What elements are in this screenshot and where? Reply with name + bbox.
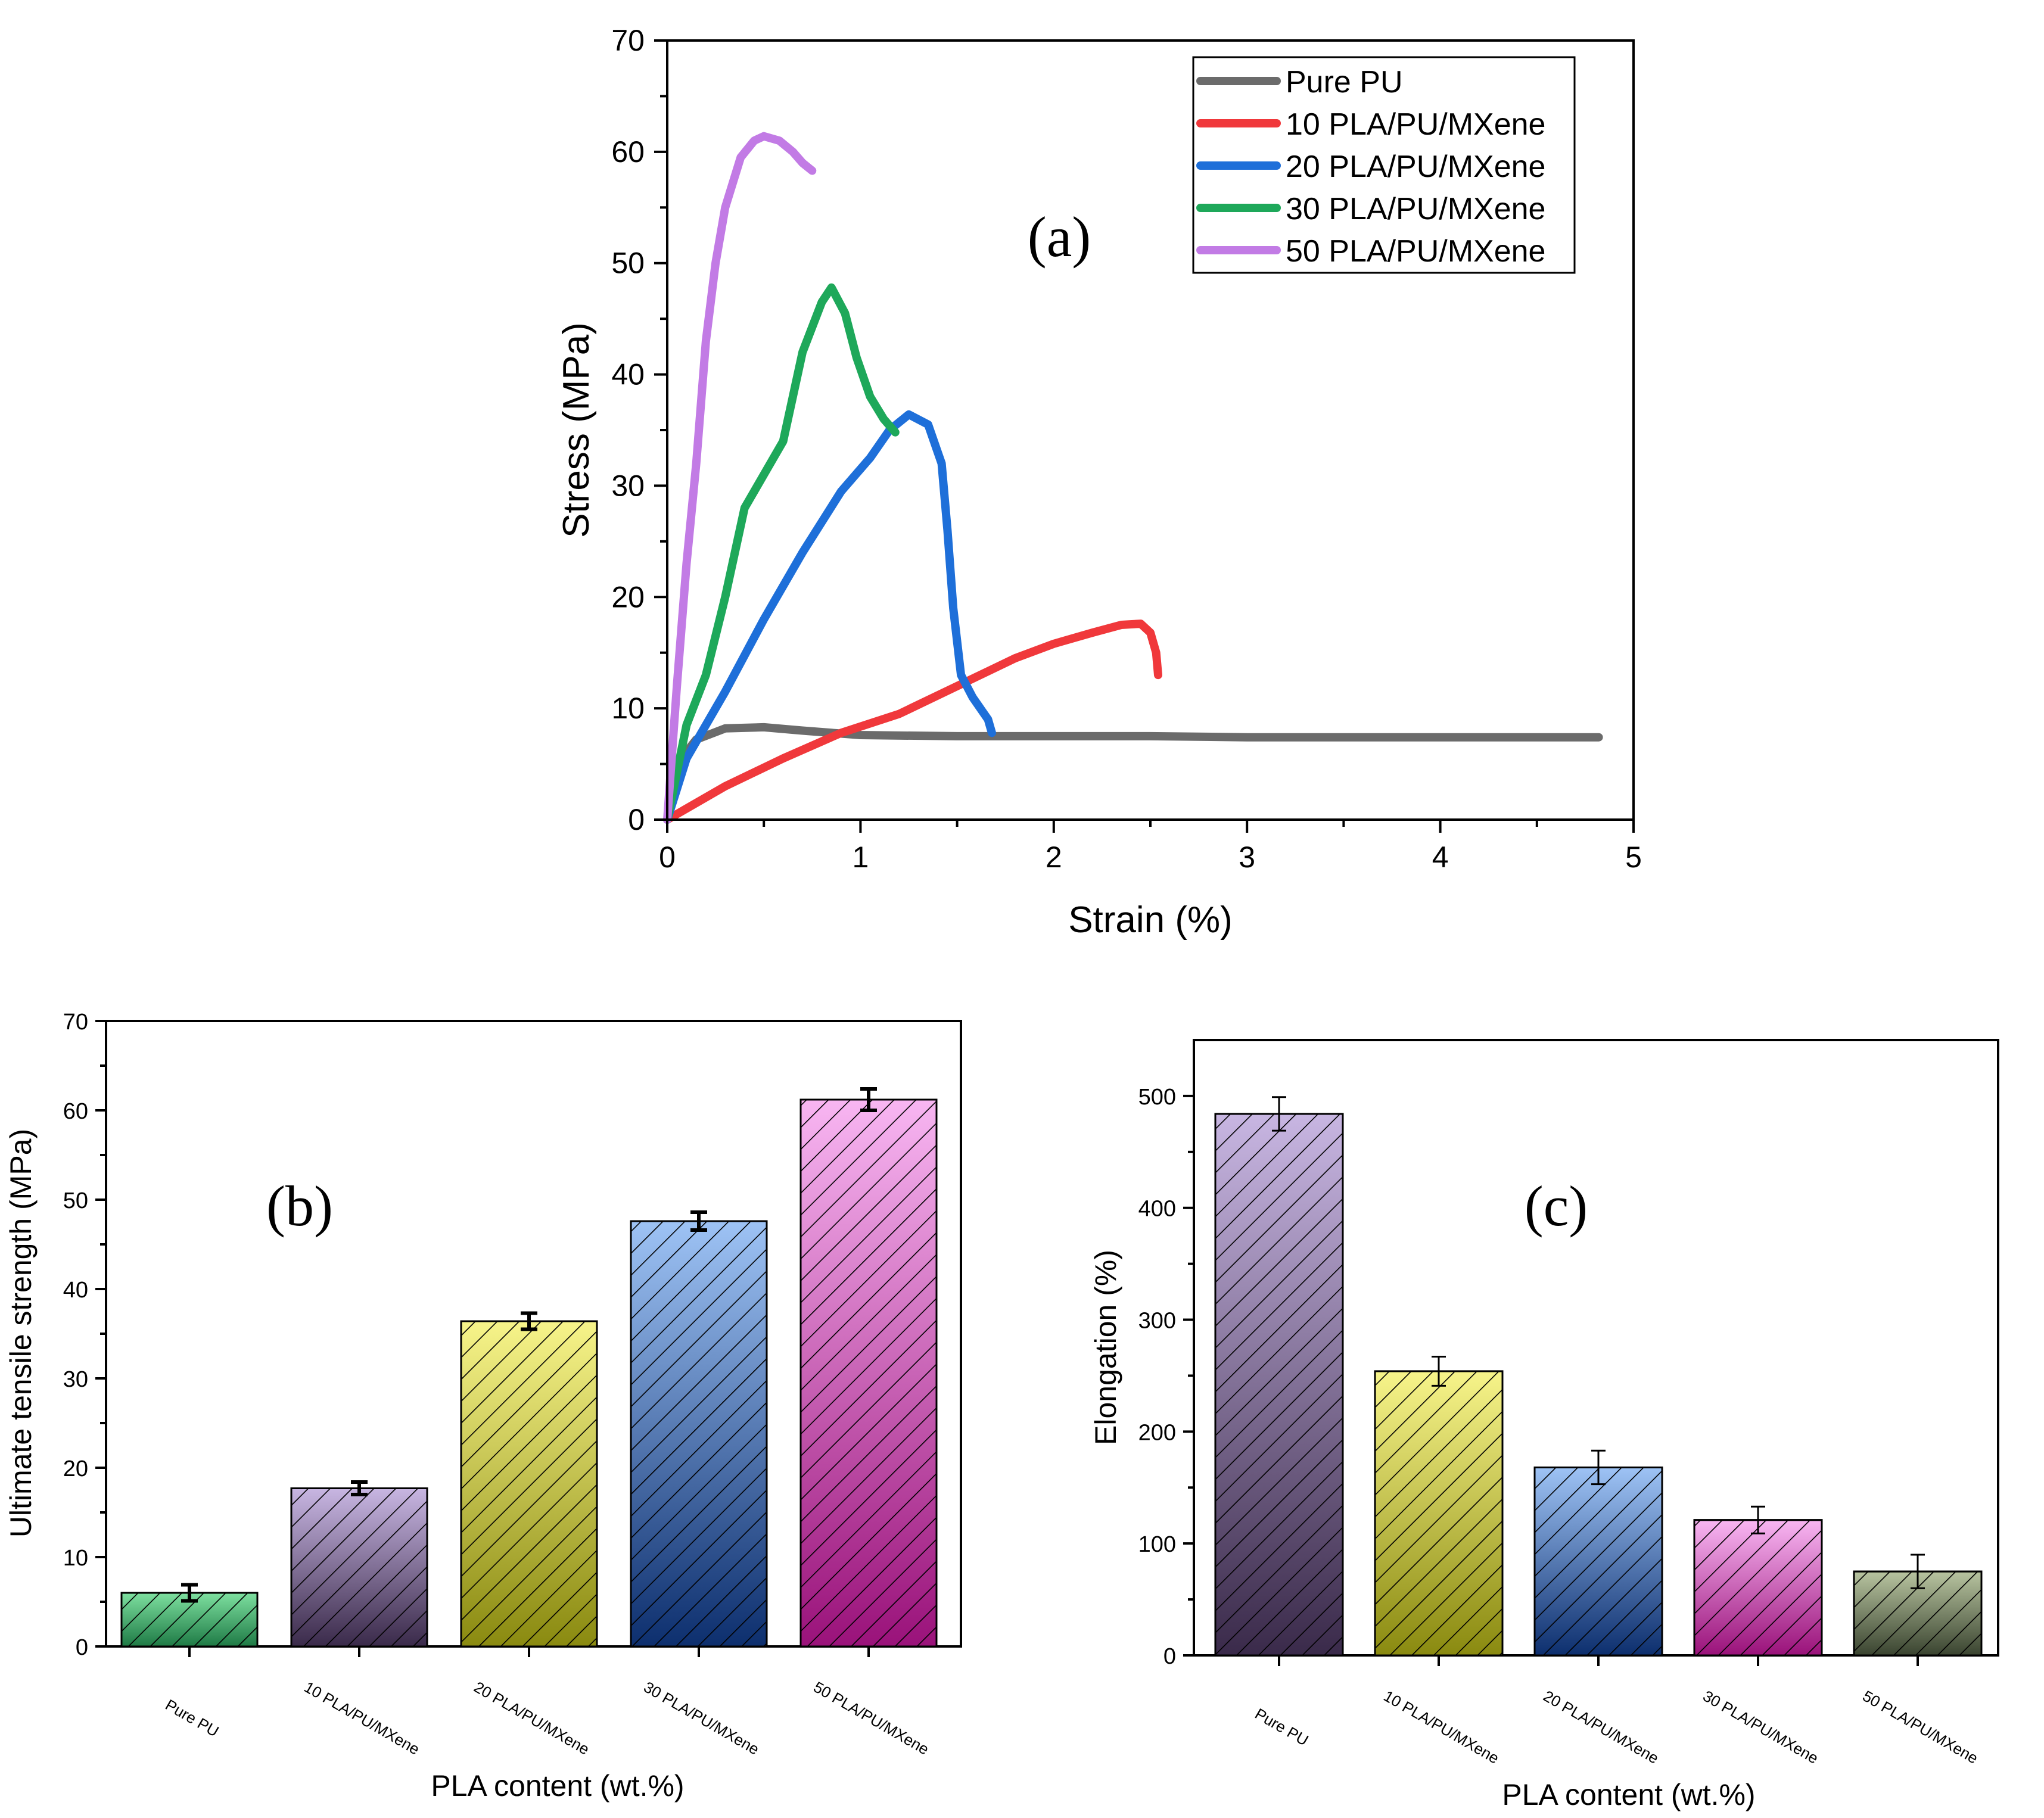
- series-line-1: [663, 723, 1603, 824]
- x-axis-label-a: Strain (%): [1068, 899, 1233, 941]
- error-bar-2: [1432, 1356, 1446, 1387]
- category-label-3: 20 PLA/PU/MXene: [1541, 1687, 1662, 1767]
- series-line-5: [663, 132, 817, 824]
- y-tick-label: 20: [63, 1456, 88, 1481]
- y-axis-label-c: Elongation (%): [1089, 1250, 1122, 1445]
- error-bar-2: [351, 1480, 368, 1496]
- bar-hatch-1: [1214, 1113, 1344, 1657]
- y-tick-label: 0: [76, 1635, 88, 1660]
- x-axis-label-b: PLA content (wt.%): [431, 1769, 684, 1803]
- error-bar-1: [1272, 1096, 1286, 1132]
- category-label-4: 30 PLA/PU/MXene: [1700, 1687, 1822, 1767]
- y-tick-label-a: 0: [628, 803, 645, 836]
- elongation-bar-chart: Pure PU 10 PLA/PU/MXene 20 PLA/PU/MXene 30 …: [1089, 1039, 1999, 1811]
- y-tick-label: 60: [63, 1099, 88, 1124]
- category-label-5: 50 PLA/PU/MXene: [1860, 1687, 1981, 1767]
- error-bar-5: [1911, 1554, 1925, 1589]
- legend-label-3: 20 PLA/PU/MXene: [1286, 150, 1545, 184]
- y-tick-label: 500: [1138, 1085, 1176, 1110]
- y-tick-label: 70: [63, 1010, 88, 1035]
- y-tick-label-a: 10: [611, 692, 645, 725]
- category-label-1: Pure PU: [162, 1696, 222, 1741]
- panel-label-a: (a): [1028, 205, 1091, 269]
- category-label-4: 30 PLA/PU/MXene: [641, 1678, 763, 1758]
- y-tick-label-a: 70: [611, 24, 645, 57]
- y-tick-label: 50: [63, 1188, 88, 1213]
- error-bar-4: [690, 1210, 707, 1232]
- series-line-4: [663, 283, 900, 824]
- y-tick-label-a: 40: [611, 358, 645, 391]
- y-tick-label-a: 60: [611, 135, 645, 169]
- y-tick-label-a: 30: [611, 469, 645, 502]
- x-tick-label-a: 4: [1432, 840, 1449, 874]
- x-tick-label-a: 2: [1046, 840, 1062, 874]
- category-label-2: 10 PLA/PU/MXene: [1381, 1687, 1502, 1767]
- category-label-5: 50 PLA/PU/MXene: [811, 1678, 932, 1758]
- bar-hatch-4: [1693, 1519, 1823, 1657]
- category-label-3: 20 PLA/PU/MXene: [471, 1678, 593, 1758]
- y-tick-label: 0: [1163, 1644, 1176, 1669]
- y-tick-label-a: 50: [611, 247, 645, 280]
- panel-label-b: (b): [266, 1174, 333, 1238]
- bar-hatch-2: [1374, 1370, 1504, 1657]
- y-tick-label: 300: [1138, 1309, 1176, 1334]
- bar-hatch-2: [290, 1487, 428, 1648]
- error-bar-3: [521, 1311, 537, 1331]
- bar-hatch-5: [799, 1098, 938, 1648]
- x-tick-label-a: 0: [659, 840, 676, 874]
- legend-label-1: Pure PU: [1286, 65, 1403, 99]
- series-line-3: [663, 410, 996, 824]
- x-tick-label-a: 3: [1239, 840, 1255, 874]
- legend-label-4: 30 PLA/PU/MXene: [1286, 192, 1545, 226]
- bar-hatch-3: [1533, 1466, 1663, 1657]
- legend: Pure PU 10 PLA/PU/MXene 20 PLA/PU/MXene 30 …: [1192, 56, 1576, 274]
- y-axis-label-b: Ultimate tensile strength (MPa): [4, 1129, 38, 1537]
- error-bar-4: [1751, 1505, 1765, 1534]
- y-tick-label: 100: [1138, 1532, 1176, 1557]
- bar-hatch-4: [630, 1220, 768, 1648]
- y-tick-label: 200: [1138, 1420, 1176, 1445]
- legend-label-2: 10 PLA/PU/MXene: [1286, 107, 1545, 142]
- tensile-strength-bar-chart: Pure PU 10 PLA/PU/MXene 20 PLA/PU/MXene 30 …: [4, 1010, 962, 1803]
- series-line-2: [663, 620, 1162, 824]
- x-tick-label-a: 5: [1625, 840, 1642, 874]
- panel-label-c: (c): [1525, 1174, 1588, 1238]
- legend-label-5: 50 PLA/PU/MXene: [1286, 234, 1545, 269]
- y-axis-label-a: Stress (MPa): [556, 322, 597, 538]
- y-tick-label: 400: [1138, 1197, 1176, 1222]
- y-tick-label-a: 20: [611, 580, 645, 614]
- error-bar-1: [181, 1583, 198, 1603]
- y-tick-label: 10: [63, 1546, 88, 1571]
- category-label-2: 10 PLA/PU/MXene: [301, 1678, 423, 1758]
- bar-hatch-3: [460, 1320, 598, 1648]
- x-axis-label-c: PLA content (wt.%): [1502, 1778, 1755, 1811]
- y-tick-label: 40: [63, 1278, 88, 1303]
- error-bar-3: [1591, 1449, 1606, 1486]
- error-bar-5: [860, 1087, 877, 1112]
- category-label-1: Pure PU: [1252, 1705, 1311, 1749]
- y-tick-label: 30: [63, 1367, 88, 1392]
- x-tick-label-a: 1: [852, 840, 869, 874]
